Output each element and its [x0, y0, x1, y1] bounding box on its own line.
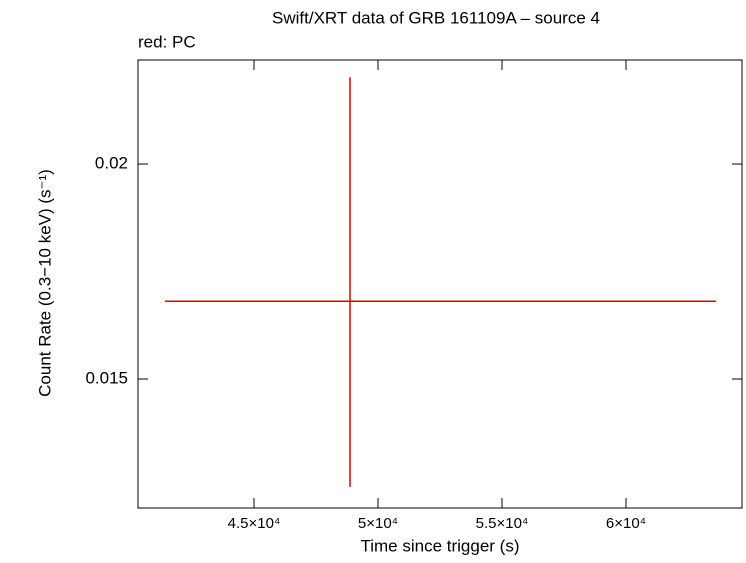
plot-frame: [137, 59, 743, 509]
y-tick-label: 0.02: [95, 154, 128, 173]
x-axis-label: Time since trigger (s): [360, 536, 519, 555]
x-tick-label: 5.5×10⁴: [476, 515, 529, 532]
chart-subtitle: red: PC: [138, 32, 196, 51]
chart-title: Swift/XRT data of GRB 161109A – source 4: [272, 8, 600, 27]
x-tick-label: 5×10⁴: [358, 515, 398, 532]
x-tick-label: 6×10⁴: [606, 515, 646, 532]
y-axis-label: Count Rate (0.3−10 keV) (s⁻¹): [35, 169, 54, 397]
x-tick-label: 4.5×10⁴: [228, 515, 281, 532]
y-tick-label: 0.015: [85, 369, 128, 388]
